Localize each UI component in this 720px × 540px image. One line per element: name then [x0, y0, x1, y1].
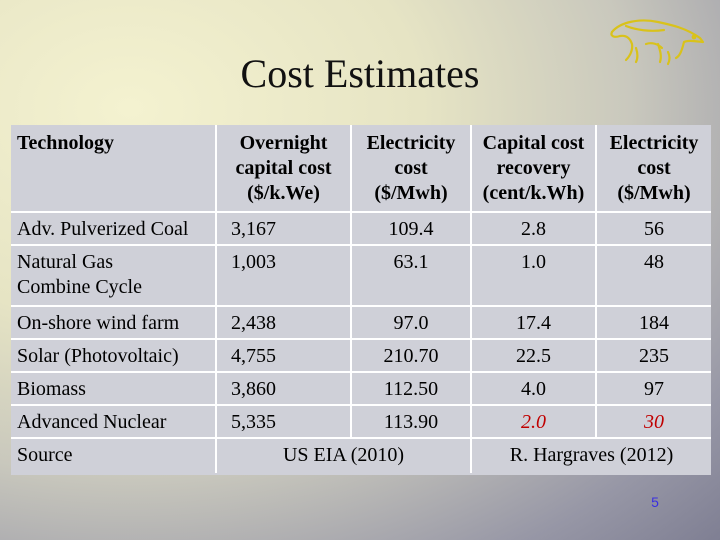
table-row: Advanced Nuclear 5,335 113.90 2.0 30	[11, 405, 711, 438]
header-electricity-cost-eia: Electricity cost ($/Mwh)	[351, 125, 472, 212]
row-electricity-cost: 63.1	[351, 245, 472, 306]
row-overnight: 1,003	[216, 245, 352, 306]
source-hargraves: R. Hargraves (2012)	[509, 444, 674, 466]
source-label: Source	[11, 438, 217, 473]
row-overnight: 3,167	[216, 212, 352, 245]
row-electricity-cost: 109.4	[351, 212, 472, 245]
header-capital-cost-recovery: Capital cost recovery (cent/k.Wh)	[471, 125, 597, 212]
row-electricity-cost: 210.70	[351, 339, 472, 372]
row-recovery-highlight: 2.0	[471, 405, 597, 438]
row-recovery: 4.0	[471, 372, 597, 405]
row-recovery: 2.8	[471, 212, 597, 245]
table-row: Natural Gas Combine Cycle 1,003 63.1 1.0 …	[11, 245, 711, 306]
anteater-logo-icon	[610, 19, 705, 66]
row-overnight: 4,755	[216, 339, 352, 372]
cost-table: Technology Overnight capital cost ($/k.We)…	[11, 125, 711, 473]
table-row: Biomass 3,860 112.50 4.0 97	[11, 372, 711, 405]
header-overnight-capital-cost: Overnight capital cost ($/k.We)	[216, 125, 352, 212]
row-electricity-cost-2: 97	[644, 378, 664, 400]
page-number: 5	[651, 494, 659, 510]
row-technology: On-shore wind farm	[11, 306, 217, 339]
page-title: Cost Estimates	[240, 51, 480, 96]
row-recovery: 17.4	[471, 306, 597, 339]
row-electricity-cost: 112.50	[351, 372, 472, 405]
table-row: On-shore wind farm 2,438 97.0 17.4 184	[11, 306, 711, 339]
header-electricity-cost-hargraves: Electricity cost ($/Mwh)	[609, 132, 699, 204]
source-eia: US EIA (2010)	[216, 438, 472, 473]
row-recovery: 1.0	[471, 245, 597, 306]
table-row: Solar (Photovoltaic) 4,755 210.70 22.5 2…	[11, 339, 711, 372]
row-electricity-cost: 97.0	[351, 306, 472, 339]
row-electricity-cost-2-highlight: 30	[644, 411, 664, 433]
row-technology: Advanced Nuclear	[11, 405, 217, 438]
header-technology: Technology	[11, 125, 217, 212]
row-electricity-cost-2: 48	[644, 251, 664, 273]
row-technology: Biomass	[11, 372, 217, 405]
table-header-row: Technology Overnight capital cost ($/k.We)…	[11, 125, 711, 212]
row-electricity-cost: 113.90	[351, 405, 472, 438]
row-electricity-cost-2: 184	[639, 312, 669, 334]
row-technology: Adv. Pulverized Coal	[11, 212, 217, 245]
table-source-row: Source US EIA (2010) R. Hargraves (2012)	[11, 438, 711, 473]
cost-table-panel: Technology Overnight capital cost ($/k.We)…	[11, 125, 711, 475]
row-overnight: 5,335	[216, 405, 352, 438]
row-overnight: 2,438	[216, 306, 352, 339]
row-technology: Natural Gas Combine Cycle	[11, 245, 217, 306]
row-electricity-cost-2: 235	[639, 345, 669, 367]
row-overnight: 3,860	[216, 372, 352, 405]
table-row: Adv. Pulverized Coal 3,167 109.4 2.8 56	[11, 212, 711, 245]
row-electricity-cost-2: 56	[644, 218, 664, 240]
row-recovery: 22.5	[471, 339, 597, 372]
row-technology: Solar (Photovoltaic)	[11, 339, 217, 372]
